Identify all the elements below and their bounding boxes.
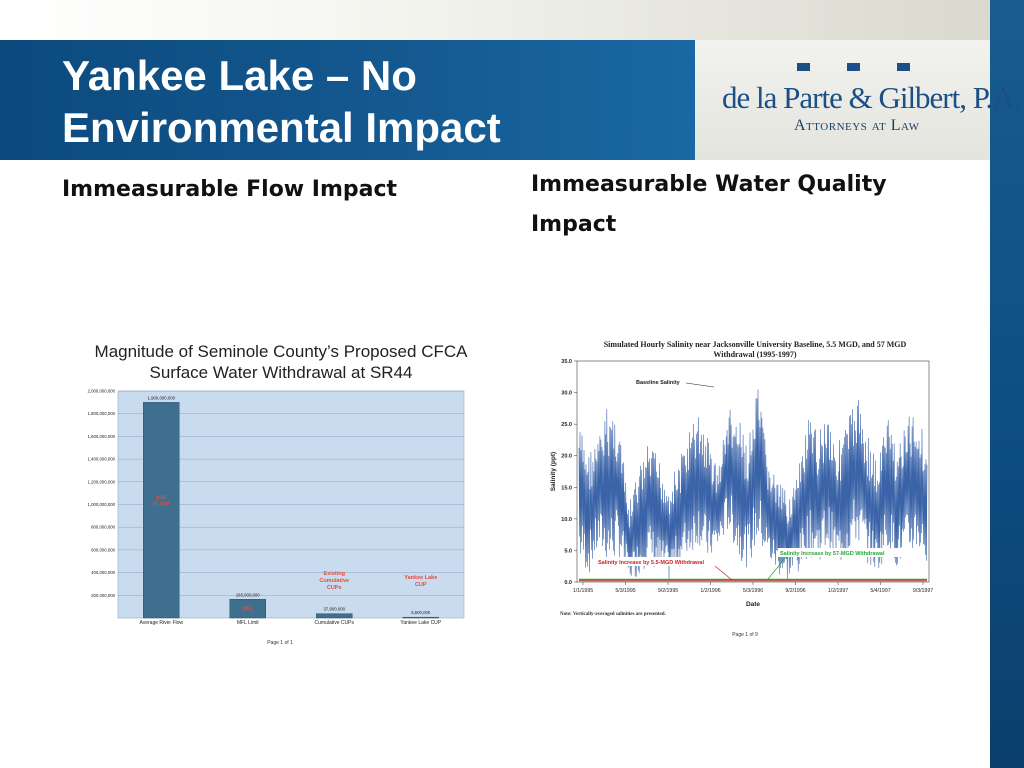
bar-annotation: CUP xyxy=(415,582,427,588)
bar-x-tick-label: MFL Limit xyxy=(237,620,259,626)
line-plot-area xyxy=(576,360,930,583)
line-y-tick-label: 30.0 xyxy=(561,391,572,397)
line-x-tick-label: 5/3/1995 xyxy=(615,588,635,594)
logo-box xyxy=(695,40,990,160)
line-x-tick-label: 9/3/1997 xyxy=(913,588,933,594)
line-chart-title: Simulated Hourly Salinity near Jacksonvi… xyxy=(603,340,907,359)
bar-value-label: 1,900,000,000 xyxy=(148,395,176,400)
title-band xyxy=(0,40,695,160)
bar-x-tick-label: Cumulative CUPs xyxy=(315,620,355,626)
line-x-tick-label: 9/2/1995 xyxy=(658,588,678,594)
bar-annotation: Cumulative xyxy=(319,578,349,584)
bar-value-label: 5,500,000 xyxy=(411,610,431,615)
logo-dots-icon xyxy=(797,63,917,73)
line-y-tick-label: 20.0 xyxy=(561,454,572,460)
withdrawal-57-annotation: Salinity Increase by 57-MGD Withdrawal xyxy=(780,551,885,557)
line-x-tick-label: 1/1/1995 xyxy=(573,588,593,594)
line-x-tick-label: 5/4/1997 xyxy=(870,588,890,594)
bar-value-label: 165,000,000 xyxy=(236,592,261,597)
bar xyxy=(316,613,353,619)
bar-y-tick-label: 800,000,000 xyxy=(91,525,116,530)
bar-y-tick-label: 600,000,000 xyxy=(91,547,116,552)
bar-y-tick-label: 1,800,000,000 xyxy=(88,411,116,416)
bar-annotation: CUPs xyxy=(327,585,342,591)
line-y-tick-label: 15.0 xyxy=(561,485,572,491)
line-x-tick-label: 5/3/1996 xyxy=(743,588,763,594)
line-y-tick-label: 25.0 xyxy=(561,422,572,428)
withdrawal-5-5-arrow xyxy=(714,565,733,581)
line-y-tick-label: 10.0 xyxy=(561,517,572,523)
line-y-tick-label: 0.0 xyxy=(564,580,572,586)
withdrawal-57-arrow xyxy=(767,556,787,580)
line-y-tick-label: 35.0 xyxy=(561,359,572,365)
withdrawal-57-label-bg xyxy=(778,548,916,557)
bar-y-tick-label: 1,200,000,000 xyxy=(88,479,116,484)
bar-inner-label: MFL xyxy=(242,607,254,613)
slide-title: Yankee Lake – No Environmental Impact xyxy=(62,52,501,151)
line-y-axis-label: Salinity (ppt) xyxy=(550,452,557,491)
bar-value-label: 37,900,000 xyxy=(323,607,345,612)
line-y-tick-label: 5.0 xyxy=(564,548,572,554)
baseline-salinity-line xyxy=(578,389,928,580)
bar-chart-title: Magnitude of Seminole County’s Proposed … xyxy=(94,342,468,382)
bar-y-tick-label: 1,600,000,000 xyxy=(88,434,116,439)
bar-y-tick-label: 1,400,000,000 xyxy=(88,457,116,462)
bar-x-tick-label: Average River Flow xyxy=(139,620,183,626)
bar-x-tick-label: Yankee Lake CUP xyxy=(400,620,441,626)
line-x-tick-label: 1/2/1997 xyxy=(828,588,848,594)
top-strip xyxy=(0,0,990,40)
line-chart-footer: Page 1 of 9 xyxy=(732,632,758,638)
bar-y-tick-label: 2,000,000,000 xyxy=(88,389,116,394)
left-heading: Immeasurable Flow Impact xyxy=(62,177,398,202)
withdrawal-5-5-label-bg xyxy=(596,557,732,566)
bar xyxy=(402,616,439,619)
bar xyxy=(229,599,266,619)
withdrawal-5-5-annotation: Salinity Increase by 5.5-MGD Withdrawal xyxy=(598,560,704,566)
line-x-tick-label: 1/2/1996 xyxy=(700,588,720,594)
baseline-salinity-arrow xyxy=(685,382,715,388)
bar-plot-area xyxy=(117,390,465,619)
bar-annotation: Yankee Lake xyxy=(404,575,437,581)
bar-y-tick-label: 400,000,000 xyxy=(91,570,116,575)
bar-inner-label: FLOW xyxy=(153,501,170,507)
bar xyxy=(143,402,180,619)
baseline-salinity-annotation: Baseline Salinity xyxy=(636,380,681,386)
line-x-tick-label: 9/2/1996 xyxy=(785,588,805,594)
line-chart-note: Note: Vertically-averaged salinities are… xyxy=(560,612,666,617)
right-heading: Immeasurable Water Quality Impact xyxy=(531,172,887,237)
bar-inner-label: SJR xyxy=(156,495,167,501)
logo-subtitle: Attorneys at Law xyxy=(794,117,920,134)
line-x-axis-label: Date xyxy=(746,601,760,608)
right-accent-bar xyxy=(990,0,1024,768)
bar-annotation: Existing xyxy=(324,571,345,577)
bar-y-tick-label: 200,000,000 xyxy=(91,593,116,598)
bar-y-tick-label: 1,000,000,000 xyxy=(88,502,116,507)
logo-name: de la Parte & Gilbert, P.A. xyxy=(722,80,1021,115)
bar-chart-footer: Page 1 of 1 xyxy=(267,640,293,646)
